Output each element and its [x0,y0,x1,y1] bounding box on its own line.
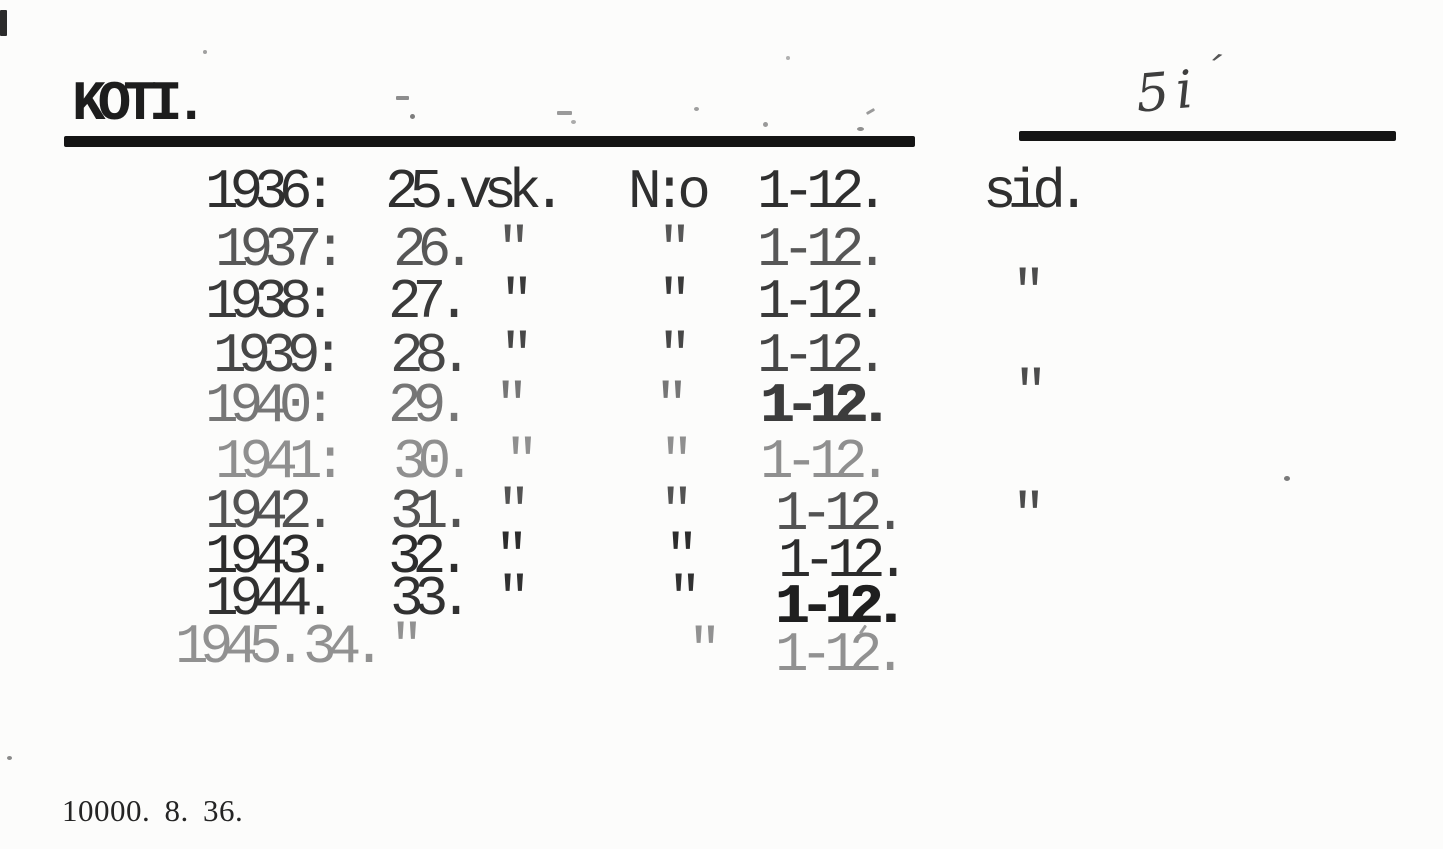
volume-cell: 29. [388,374,471,438]
issues-cell: 1-12. [760,430,892,494]
volume-cell: 26. [393,218,476,282]
year-cell: 1945. [175,615,307,679]
issues-cell: 1-12. [775,575,907,639]
pages-label-cell: sid. [983,160,1090,224]
table-row: 1945. 34. " " 1-12. [0,615,1443,683]
issues-cell: 1-12. [760,374,892,438]
scan-speck [786,56,790,60]
scan-speck [857,127,864,131]
year-cell: 1943. [205,525,337,589]
handwritten-shelfmark: 5i [1133,59,1203,125]
year-cell: 1936: [205,160,337,224]
scan-speck [694,107,699,111]
table-row: 1944. 33. " " 1-12. [0,567,1443,635]
table-row: 1938: 27. " " 1-12. [0,274,1443,332]
pages-ditto-mark: " [1012,484,1045,548]
year-cell: 1944. [205,567,337,631]
title-underline-rule [64,136,915,147]
volume-cell: 28. [390,324,473,388]
scan-speck [571,120,576,124]
number-ditto-mark: " [658,270,691,334]
issues-cell: 1-12. [778,529,910,593]
table-row: 1936: 25.vsk. N:o 1-12. sid. [0,164,1443,222]
year-cell: 1940: [205,374,337,438]
scan-speck [396,96,409,100]
year-cell: 1942. [205,480,337,544]
number-label-cell: N:o [628,160,711,224]
volume-cell: 31. [390,480,473,544]
print-code: 10000. 8. 36. [62,793,244,828]
pages-ditto-mark: " [1012,261,1045,325]
scan-speck [1284,476,1290,481]
issues-cell: 1-12. [757,324,889,388]
volume-cell: 25.vsk. [385,160,566,224]
note-underline-rule [1019,131,1396,141]
issues-cell: 1-12. [775,623,907,687]
volume-cell: 34. [303,615,386,679]
year-cell: 1939: [213,324,345,388]
table-row: 1943. 32. " " 1-12. [0,525,1443,593]
scan-speck [203,50,207,54]
scan-speck [763,122,768,127]
year-cell: 1941: [215,430,347,494]
volume-ditto-mark: " [495,374,528,438]
issues-cell: 1-12. [757,160,889,224]
issues-cell: 1-12. [775,482,907,546]
volume-ditto-mark: " [390,615,423,679]
scan-speck [865,107,876,116]
table-row: 1941: 30. " " 1-12. [0,434,1443,492]
scan-speck [410,114,415,119]
year-cell: 1937: [215,218,347,282]
page-title: KOTI. [72,72,208,136]
volume-cell: 30. [393,430,476,494]
table-row: 1942. 31. " " 1-12. [0,484,1443,542]
handwritten-accent-mark: ´ [1197,47,1227,97]
year-cell: 1938: [205,270,337,334]
table-row: 1937: 26. " " 1-12. [0,222,1443,280]
table-row: 1940: 29. " " 1-12. [0,378,1443,436]
volume-cell: 32. [388,525,471,589]
number-ditto-mark: " [688,619,721,683]
number-ditto-mark: " [655,374,688,438]
scan-speck [7,756,12,760]
volume-cell: 27. [388,270,471,334]
issues-cell: 1-12. [757,218,889,282]
scan-speck [0,10,7,36]
table-row: 1939: 28. " " 1-12. [0,328,1443,386]
pages-ditto-mark: " [1014,361,1047,425]
volume-ditto-mark: " [500,270,533,334]
issues-cell: 1-12. [757,270,889,334]
volume-cell: 33. [390,567,473,631]
scan-speck [557,111,572,115]
